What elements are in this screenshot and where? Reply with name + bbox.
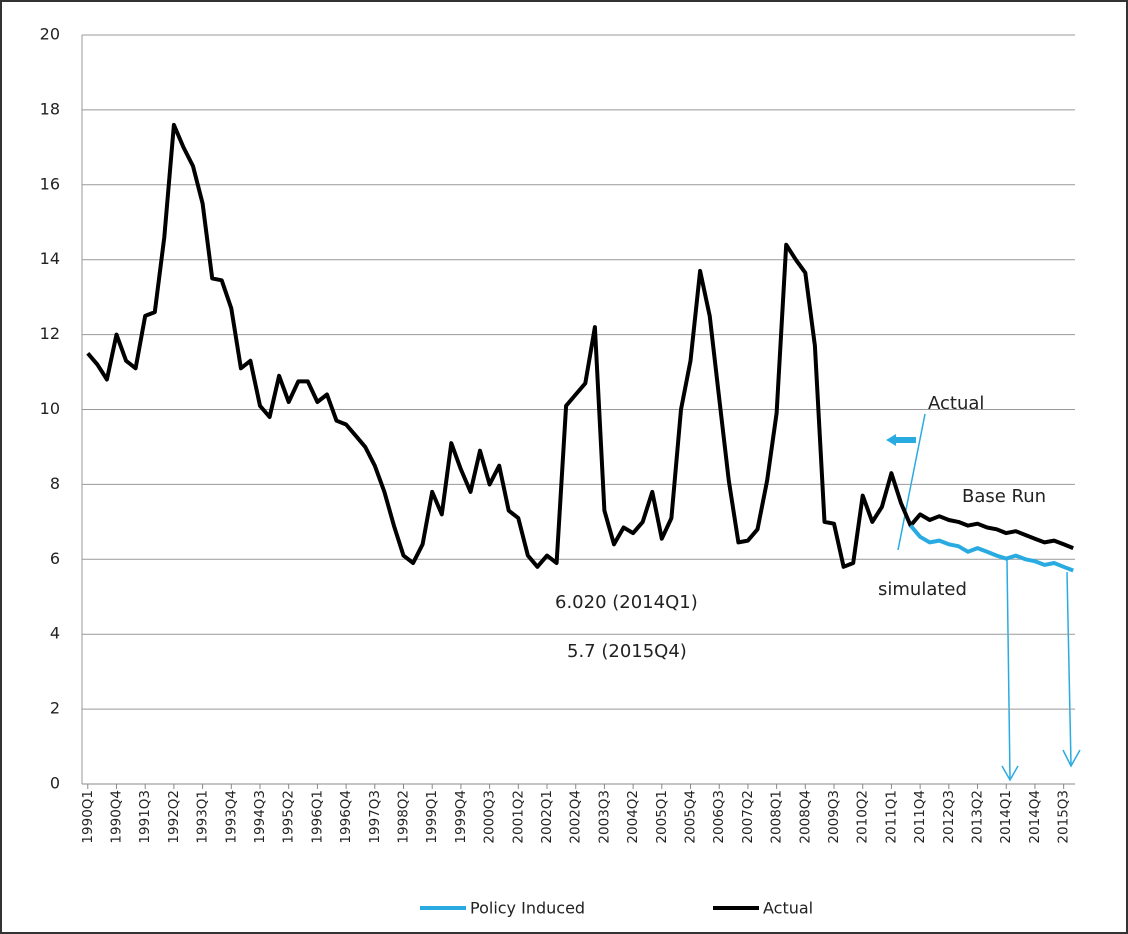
y-tick-label: 16 — [40, 174, 60, 193]
line-series — [86, 122, 1074, 569]
annotation: simulated — [878, 579, 967, 600]
arrowhead — [1062, 749, 1081, 768]
x-tick-label: 1999Q1 — [424, 790, 440, 844]
x-tick-label: 2015Q3 — [1056, 790, 1072, 844]
x-tick-label: 1996Q4 — [338, 790, 354, 844]
y-tick-label: 20 — [40, 25, 60, 44]
annotation: Base Run — [962, 486, 1046, 507]
x-tick-label: 1995Q2 — [281, 790, 297, 844]
y-tick-label: 6 — [50, 549, 60, 568]
x-tick-label: 2007Q2 — [740, 790, 756, 844]
line-series — [909, 524, 1074, 573]
x-tick-label: 2014Q1 — [998, 790, 1014, 844]
pointer-arrow — [1006, 559, 1011, 779]
x-tick-label: 2002Q4 — [568, 790, 584, 844]
pointer-arrow — [1066, 571, 1072, 765]
x-tick-label: 2014Q4 — [1027, 790, 1043, 844]
x-tick-label: 2004Q2 — [625, 790, 641, 844]
x-tick-label: 2012Q3 — [941, 790, 957, 844]
x-tick-label: 2002Q1 — [539, 790, 555, 844]
x-tick-label: 2003Q3 — [596, 790, 612, 844]
x-tick-label: 2008Q4 — [797, 790, 813, 844]
arrowhead — [1001, 765, 1019, 782]
y-tick-label: 14 — [40, 249, 60, 268]
x-tick-label: 2001Q2 — [510, 790, 526, 844]
arrowhead — [886, 434, 896, 446]
x-tick-label: 2005Q4 — [683, 790, 699, 844]
x-tick-label: 2005Q1 — [654, 790, 670, 844]
annotation: 6.020 (2014Q1) — [555, 592, 698, 613]
pointer-line — [897, 413, 926, 551]
x-tick-label: 2011Q4 — [912, 790, 928, 844]
y-tick-label: 10 — [40, 399, 60, 418]
annotation: Actual — [928, 393, 984, 414]
x-tick-label: 1998Q2 — [396, 790, 412, 844]
annotation: 5.7 (2015Q4) — [567, 641, 687, 662]
x-tick-label: 2000Q3 — [482, 790, 498, 844]
x-tick-label: 2006Q3 — [711, 790, 727, 844]
x-tick-label: 2009Q3 — [826, 790, 842, 844]
y-tick-label: 4 — [50, 624, 60, 643]
x-tick-label: 1994Q3 — [252, 790, 268, 844]
x-tick-label: 1997Q3 — [367, 790, 383, 844]
x-tick-label: 1993Q4 — [223, 790, 239, 844]
legend-label: Actual — [763, 899, 813, 918]
x-tick-label: 1990Q4 — [108, 790, 124, 844]
legend-label: Policy Induced — [470, 899, 585, 918]
y-tick-label: 8 — [50, 474, 60, 493]
y-tick-label: 2 — [50, 699, 60, 718]
x-tick-label: 1990Q1 — [80, 790, 96, 844]
x-tick-label: 1996Q1 — [309, 790, 325, 844]
x-tick-label: 2008Q1 — [769, 790, 785, 844]
y-tick-label: 0 — [50, 774, 60, 793]
x-tick-label: 1993Q1 — [195, 790, 211, 844]
y-tick-label: 12 — [40, 324, 60, 343]
x-tick-label: 2013Q2 — [970, 790, 986, 844]
y-tick-label: 18 — [40, 99, 60, 118]
x-tick-label: 2010Q2 — [855, 790, 871, 844]
x-tick-label: 1992Q2 — [166, 790, 182, 844]
x-tick-label: 2011Q1 — [883, 790, 899, 844]
x-tick-label: 1991Q3 — [137, 790, 153, 844]
x-tick-label: 1999Q4 — [453, 790, 469, 844]
